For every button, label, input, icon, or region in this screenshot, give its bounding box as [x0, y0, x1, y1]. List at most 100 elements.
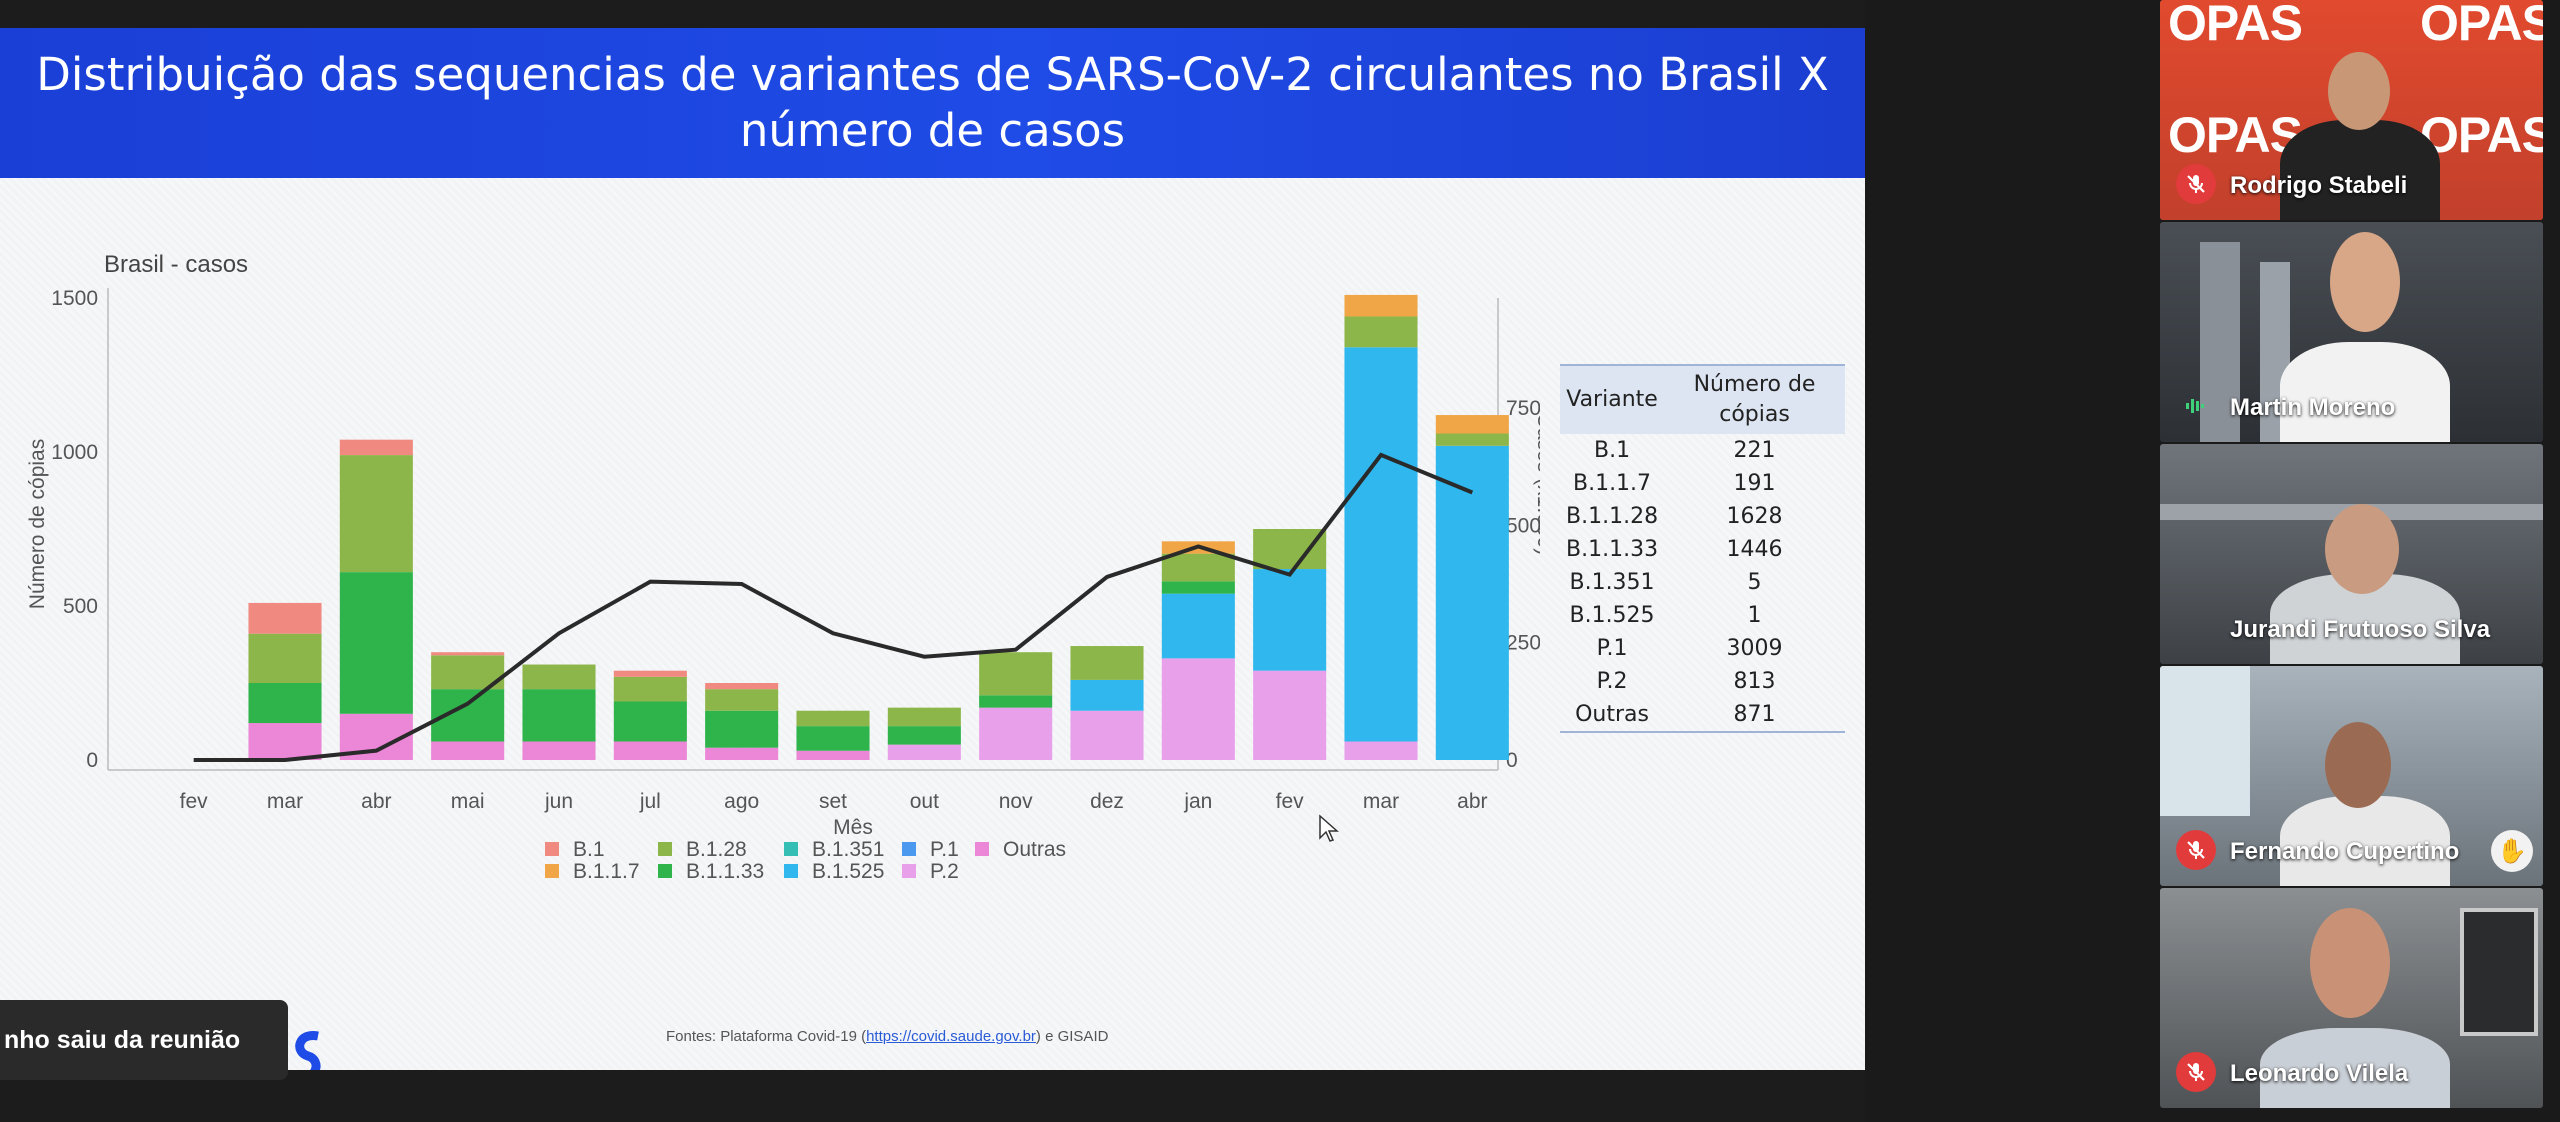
participant-face	[2330, 232, 2400, 332]
legend-swatch	[658, 842, 672, 856]
table-cell-count: 5	[1747, 570, 1762, 595]
bar-segment	[613, 670, 687, 677]
x-tick-label: mar	[1363, 790, 1399, 813]
bar-segment	[979, 707, 1053, 760]
tile-decor	[2200, 242, 2240, 442]
slide-title-band: Distribuição das sequencias de variantes…	[0, 28, 1865, 178]
y-tick-label: 1000	[51, 441, 98, 464]
participant-figure	[2260, 1028, 2450, 1108]
table-row: P.1 3009	[1560, 632, 1845, 665]
bar-segment	[705, 710, 779, 748]
bar-segment	[1161, 593, 1235, 659]
table-cell-count: 813	[1733, 669, 1776, 694]
participant-tile[interactable]: Jurandi Frutuoso Silva	[2160, 444, 2543, 664]
raised-hand-icon: ✋	[2491, 830, 2533, 872]
legend-label: B.1.525	[812, 860, 884, 883]
tile-decor	[2160, 666, 2250, 816]
bar-segment	[796, 750, 870, 760]
y2-axis-label: Casos (x1.000)	[1533, 413, 1540, 555]
table-cell-variant: B.1.525	[1569, 603, 1655, 628]
bar-segment	[248, 683, 322, 724]
bar-segment	[522, 741, 596, 760]
participant-tile[interactable]: Fernando Cupertino ✋	[2160, 666, 2543, 886]
legend-swatch	[658, 864, 672, 878]
y2-tick-label: 7500	[1506, 397, 1540, 420]
bar-segment	[248, 633, 322, 683]
participant-name: Rodrigo Stabeli	[2230, 172, 2408, 199]
bar-segment	[1435, 445, 1509, 760]
participant-name: Fernando Cupertino	[2230, 838, 2460, 865]
x-tick-label: jun	[544, 790, 573, 813]
legend-swatch	[902, 842, 916, 856]
bar-segment	[248, 723, 322, 760]
bar-segment	[979, 695, 1053, 708]
table-cell-count: 1628	[1726, 504, 1783, 529]
bar-segment	[1070, 710, 1144, 760]
source-prefix: Fontes: Plataforma Covid-19 (	[666, 1028, 867, 1045]
table-header-row: Variante Número de cópias	[1560, 365, 1845, 434]
bar-segment	[339, 572, 413, 714]
participants-panel: OPAS OPAS OPAS OPAS Rodrigo Stabeli Mart…	[1865, 0, 2560, 1122]
left-meeting-toast: nho saiu da reunião	[0, 1000, 288, 1080]
legend-label: B.1.1.7	[573, 860, 640, 883]
legend-swatch	[545, 864, 559, 878]
x-tick-label: mai	[451, 790, 485, 813]
bar-segment	[705, 683, 779, 690]
shared-slide: Distribuição das sequencias de variantes…	[0, 28, 1865, 1070]
y-axis-label: Número de cópias	[26, 439, 49, 609]
bar-segment	[248, 602, 322, 634]
bar-segment	[613, 741, 687, 760]
x-tick-label: ago	[724, 790, 759, 813]
bar-segment	[887, 744, 961, 760]
table-row: P.2 813	[1560, 665, 1845, 698]
source-note: Fontes: Plataforma Covid-19 (https://cov…	[666, 1028, 1108, 1045]
y2-tick-label: 0	[1506, 749, 1518, 772]
bar-segment	[339, 439, 413, 456]
mouse-cursor-icon	[1319, 814, 1339, 842]
x-tick-label: jan	[1183, 790, 1212, 813]
cases-line	[193, 452, 1474, 762]
table-cell-count: 1	[1747, 603, 1762, 628]
tile-decor	[2460, 908, 2538, 1036]
table-row: B.1.351 5	[1560, 566, 1845, 599]
bar-segment	[705, 747, 779, 760]
participant-tile[interactable]: OPAS OPAS OPAS OPAS Rodrigo Stabeli	[2160, 0, 2543, 220]
bar-segment	[1253, 670, 1327, 760]
table-row: B.1.1.33 1446	[1560, 533, 1845, 566]
legend-swatch	[545, 842, 559, 856]
bar-segment	[1161, 553, 1235, 582]
legend-label: B.1.351	[812, 838, 884, 861]
table-cell-variant: P.1	[1596, 636, 1628, 661]
toast-text: nho saiu da reunião	[4, 1025, 241, 1054]
x-tick-label: jul	[639, 790, 661, 813]
logo-fragment-icon	[295, 1031, 321, 1070]
table-cell-count: 1446	[1726, 537, 1783, 562]
participant-figure	[2280, 796, 2450, 886]
table-cell-variant: B.1.1.7	[1572, 471, 1652, 496]
source-link[interactable]: https://covid.saude.gov.br	[866, 1028, 1036, 1045]
x-tick-label: fev	[1276, 790, 1305, 813]
y-tick-label: 1500	[51, 287, 98, 310]
participant-face	[2325, 722, 2391, 808]
table-cell-count: 191	[1733, 471, 1776, 496]
table-row: Outras 871	[1560, 698, 1845, 733]
legend-label: B.1.28	[686, 838, 747, 861]
legend-swatch	[784, 842, 798, 856]
bar-segment	[613, 676, 687, 702]
speaking-indicator-icon	[2176, 386, 2216, 426]
bar-segment	[887, 707, 961, 727]
bar-segment	[1070, 646, 1144, 680]
participant-tile[interactable]: Martin Moreno	[2160, 222, 2543, 442]
legend-label: B.1.1.33	[686, 860, 764, 883]
participant-name: Jurandi Frutuoso Silva	[2230, 616, 2491, 643]
bar-segment	[1435, 415, 1509, 434]
x-tick-label: mar	[267, 790, 303, 813]
table-cell-variant: B.1.1.33	[1566, 537, 1659, 562]
participant-figure	[2280, 342, 2450, 442]
participant-name: Martin Moreno	[2230, 394, 2396, 421]
bar-segment	[705, 689, 779, 711]
bar-segment	[613, 701, 687, 742]
bar-segment	[887, 726, 961, 745]
participant-tile[interactable]: Leonardo Vilela	[2160, 888, 2543, 1108]
x-tick-label: nov	[999, 790, 1033, 813]
